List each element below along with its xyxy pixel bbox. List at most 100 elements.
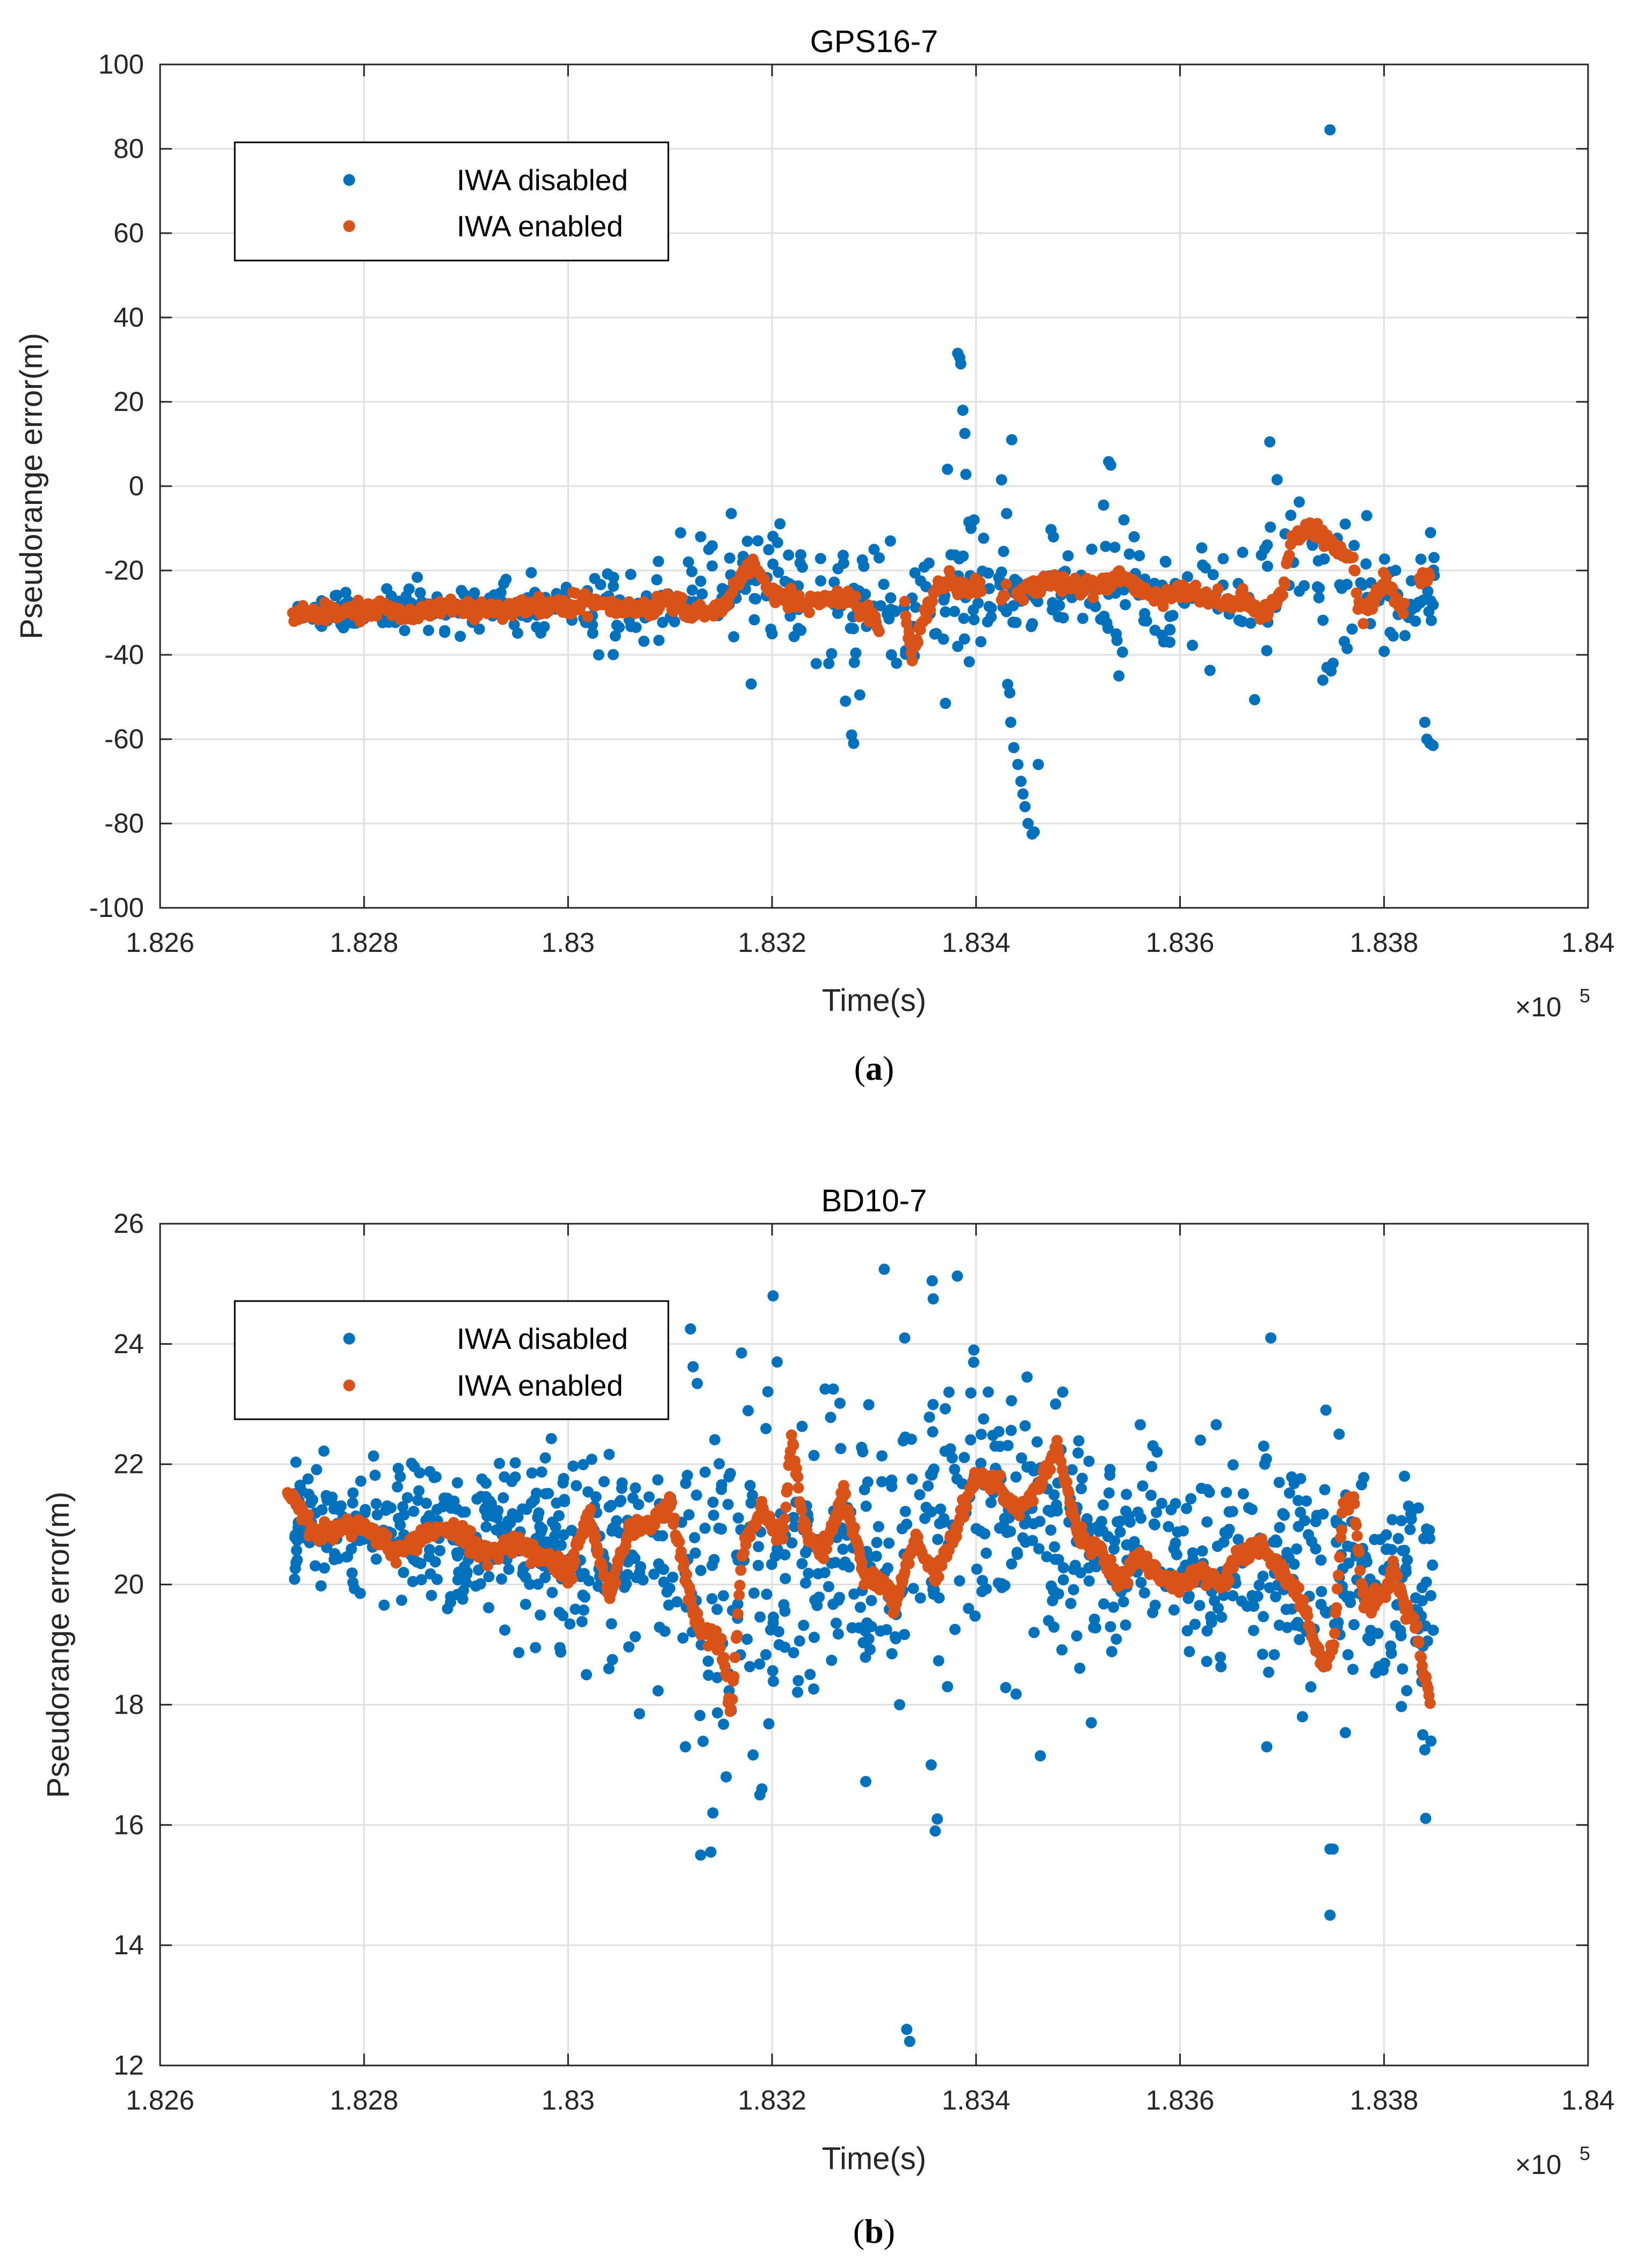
data-point-iwa-disabled <box>695 1565 706 1576</box>
data-point-iwa-disabled <box>760 1422 772 1434</box>
data-point-iwa-disabled <box>889 1631 901 1643</box>
data-point-iwa-disabled <box>1123 548 1135 560</box>
data-point-iwa-disabled <box>1425 1735 1437 1747</box>
data-point-iwa-disabled <box>1221 1486 1232 1498</box>
data-point-iwa-disabled <box>633 1708 645 1720</box>
data-point-iwa-disabled <box>564 1618 576 1630</box>
data-point-iwa-disabled <box>963 656 975 668</box>
data-point-iwa-disabled <box>633 1499 645 1511</box>
data-point-iwa-disabled <box>1390 565 1402 576</box>
data-point-iwa-disabled <box>1135 1419 1146 1431</box>
data-point-iwa-enabled <box>582 611 594 623</box>
chart-a-legend-label-iwa-enabled: IWA enabled <box>457 210 623 243</box>
chart-a-legend-label-iwa-disabled: IWA disabled <box>457 163 628 197</box>
data-point-iwa-enabled <box>1027 1495 1039 1507</box>
chart-a-y-tick-label: 60 <box>113 218 144 248</box>
data-point-iwa-disabled <box>848 656 860 668</box>
data-point-iwa-disabled <box>954 1575 965 1587</box>
data-point-iwa-enabled <box>726 1693 738 1705</box>
data-point-iwa-disabled <box>1290 1619 1302 1631</box>
data-point-iwa-disabled <box>1120 599 1131 611</box>
data-point-iwa-enabled <box>1108 1563 1120 1574</box>
data-point-iwa-disabled <box>1261 1741 1273 1753</box>
data-point-iwa-disabled <box>876 1450 888 1462</box>
data-point-iwa-enabled <box>764 1511 776 1522</box>
data-point-iwa-disabled <box>1392 1533 1404 1544</box>
data-point-iwa-disabled <box>1381 1529 1392 1541</box>
data-point-iwa-disabled <box>699 1522 711 1534</box>
data-point-iwa-disabled <box>932 1534 944 1545</box>
data-point-iwa-disabled <box>1246 1504 1258 1515</box>
data-point-iwa-enabled <box>684 1585 696 1597</box>
data-point-iwa-disabled <box>318 1445 330 1457</box>
data-point-iwa-disabled <box>994 1441 1006 1452</box>
data-point-iwa-disabled <box>761 1588 773 1600</box>
data-point-iwa-enabled <box>1122 1577 1134 1589</box>
data-point-iwa-disabled <box>1237 1488 1249 1500</box>
data-point-iwa-disabled <box>519 1599 531 1610</box>
data-point-iwa-disabled <box>985 611 997 623</box>
data-point-iwa-disabled <box>398 1566 409 1578</box>
data-point-iwa-disabled <box>1005 1425 1017 1436</box>
data-point-iwa-disabled <box>488 589 500 601</box>
data-point-iwa-disabled <box>1253 1579 1265 1591</box>
data-point-iwa-disabled <box>569 1604 581 1615</box>
data-point-iwa-disabled <box>1145 1490 1157 1501</box>
data-point-iwa-enabled <box>320 615 332 626</box>
data-point-iwa-disabled <box>748 614 760 626</box>
data-point-iwa-disabled <box>927 1426 939 1438</box>
data-point-iwa-disabled <box>1178 1525 1189 1537</box>
data-point-iwa-disabled <box>975 636 987 648</box>
data-point-iwa-disabled <box>1258 1610 1269 1622</box>
data-point-iwa-disabled <box>1000 606 1012 617</box>
data-point-iwa-enabled <box>1349 565 1361 577</box>
data-point-iwa-disabled <box>901 1518 913 1530</box>
data-point-iwa-disabled <box>407 1576 418 1587</box>
data-point-iwa-disabled <box>899 1506 911 1518</box>
data-point-iwa-disabled <box>767 1617 779 1629</box>
data-point-iwa-disabled <box>814 553 826 565</box>
data-point-iwa-disabled <box>937 633 949 645</box>
chart-a-y-tick-label: 20 <box>113 386 144 417</box>
data-point-iwa-disabled <box>860 1500 872 1512</box>
data-point-iwa-disabled <box>1237 546 1249 558</box>
data-point-iwa-disabled <box>1293 496 1305 508</box>
data-point-iwa-disabled <box>819 1383 831 1395</box>
data-point-iwa-disabled <box>355 1475 367 1487</box>
chart-b-caption: (b) <box>853 2212 895 2250</box>
chart-a-y-tick-label: -60 <box>104 724 144 754</box>
data-point-iwa-disabled <box>1031 1436 1043 1448</box>
data-point-iwa-disabled <box>643 1491 655 1503</box>
data-point-iwa-disabled <box>1015 1452 1027 1464</box>
data-point-iwa-disabled <box>1215 1651 1226 1663</box>
data-point-iwa-disabled <box>1258 1440 1269 1452</box>
data-point-iwa-enabled <box>731 1630 743 1642</box>
data-point-iwa-disabled <box>965 1387 977 1399</box>
data-point-iwa-disabled <box>1365 1624 1376 1636</box>
data-point-iwa-disabled <box>795 549 806 561</box>
data-point-iwa-disabled <box>970 1523 982 1535</box>
data-point-iwa-disabled <box>935 1503 947 1515</box>
data-point-iwa-disabled <box>1387 1514 1398 1526</box>
data-point-iwa-enabled <box>676 592 688 604</box>
data-point-iwa-disabled <box>1027 618 1038 630</box>
data-point-iwa-enabled <box>1331 1583 1343 1595</box>
data-point-iwa-disabled <box>1227 1590 1239 1601</box>
data-point-iwa-disabled <box>1301 1495 1312 1507</box>
data-point-iwa-disabled <box>1273 1477 1285 1489</box>
data-point-iwa-disabled <box>826 648 838 660</box>
data-point-iwa-disabled <box>457 1593 468 1605</box>
data-point-iwa-disabled <box>886 1474 898 1486</box>
data-point-iwa-disabled <box>1398 1544 1410 1556</box>
data-point-iwa-disabled <box>399 625 410 637</box>
data-point-iwa-disabled <box>1227 1459 1239 1471</box>
data-point-iwa-enabled <box>788 1440 799 1451</box>
data-point-iwa-disabled <box>716 1523 727 1535</box>
data-point-iwa-disabled <box>720 1771 732 1783</box>
data-point-iwa-disabled <box>496 1573 508 1585</box>
data-point-iwa-enabled <box>569 1556 581 1568</box>
data-point-iwa-disabled <box>854 689 865 701</box>
chart-a-x-exponent-power: 5 <box>1579 985 1590 1007</box>
data-point-iwa-disabled <box>1138 615 1150 626</box>
